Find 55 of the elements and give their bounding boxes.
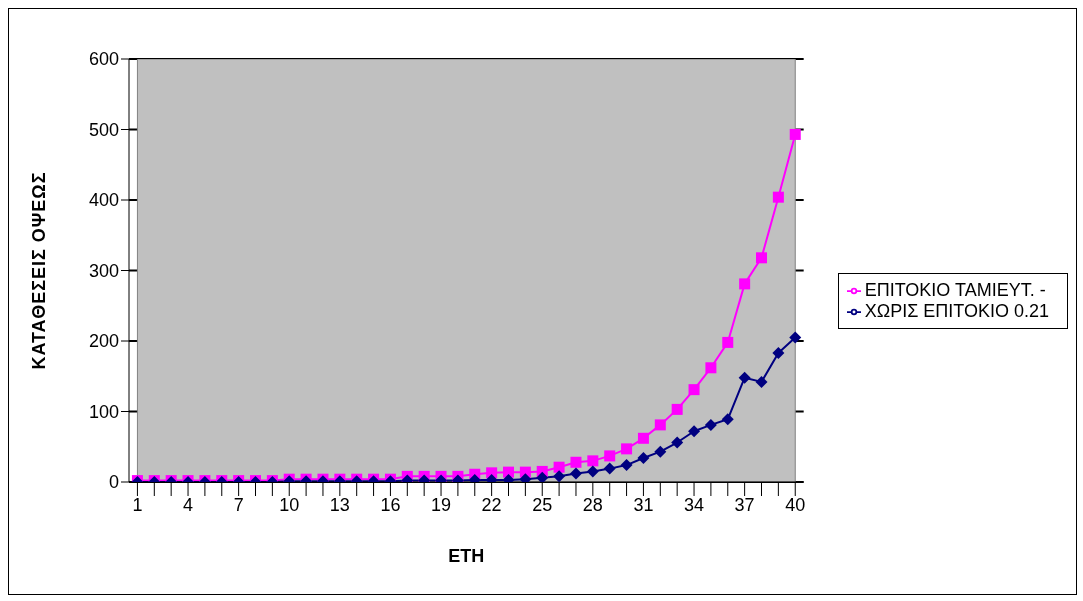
y-tick-label: 0 — [108, 472, 119, 493]
point — [789, 331, 802, 344]
point — [553, 461, 565, 473]
point — [722, 336, 734, 348]
y-tick-label: 100 — [88, 401, 119, 422]
x-tick-label: 16 — [380, 494, 401, 515]
x-tick-label: 4 — [183, 494, 194, 515]
point — [755, 375, 768, 388]
point — [688, 425, 701, 438]
x-axis-title: ΕΤΗ — [448, 546, 485, 566]
y-axis-title: ΚΑΤΑΘΕΣΕΙΣ ΟΨΕΩΣ — [29, 171, 50, 370]
point — [587, 455, 599, 467]
point — [756, 252, 768, 264]
point — [688, 384, 700, 396]
point — [654, 419, 666, 431]
point — [739, 278, 751, 290]
y-tick-label: 400 — [88, 190, 119, 211]
x-tick-label: 22 — [481, 494, 502, 515]
point — [536, 471, 549, 482]
point — [621, 443, 633, 455]
legend-label: ΧΩΡΙΣ ΕΠΙΤΟΚΙΟ 0.21 — [864, 300, 1049, 321]
y-tick-label: 300 — [88, 260, 119, 281]
point — [570, 456, 582, 468]
x-tick-label: 19 — [431, 494, 452, 515]
point — [738, 371, 751, 384]
x-tick-label: 10 — [279, 494, 300, 515]
x-tick-label: 37 — [734, 494, 755, 515]
point — [586, 465, 599, 478]
y-tick-label: 500 — [88, 119, 119, 140]
point — [604, 450, 616, 462]
x-tick-label: 31 — [633, 494, 654, 515]
y-tick-label: 600 — [88, 49, 119, 70]
point — [654, 445, 667, 458]
x-tick-label: 25 — [532, 494, 553, 515]
point — [553, 470, 566, 482]
point — [569, 467, 582, 480]
point — [721, 413, 734, 426]
point — [772, 346, 785, 359]
x-tick-label: 28 — [582, 494, 603, 515]
x-tick-label: 13 — [329, 494, 350, 515]
point — [637, 432, 649, 444]
x-tick-label: 40 — [785, 494, 806, 515]
point — [603, 462, 616, 475]
point — [671, 436, 684, 449]
point — [671, 403, 683, 415]
point — [705, 362, 717, 374]
point — [704, 418, 717, 431]
x-tick-label: 7 — [233, 494, 244, 515]
x-tick-label: 34 — [684, 494, 705, 515]
y-tick-label: 200 — [88, 331, 119, 352]
x-tick-label: 1 — [132, 494, 143, 515]
point — [620, 459, 633, 472]
point — [772, 191, 784, 203]
legend-label: ΕΠΙΤΟΚΙΟ ΤΑΜΙΕΥΤ. - — [864, 279, 1046, 300]
point — [637, 452, 650, 465]
